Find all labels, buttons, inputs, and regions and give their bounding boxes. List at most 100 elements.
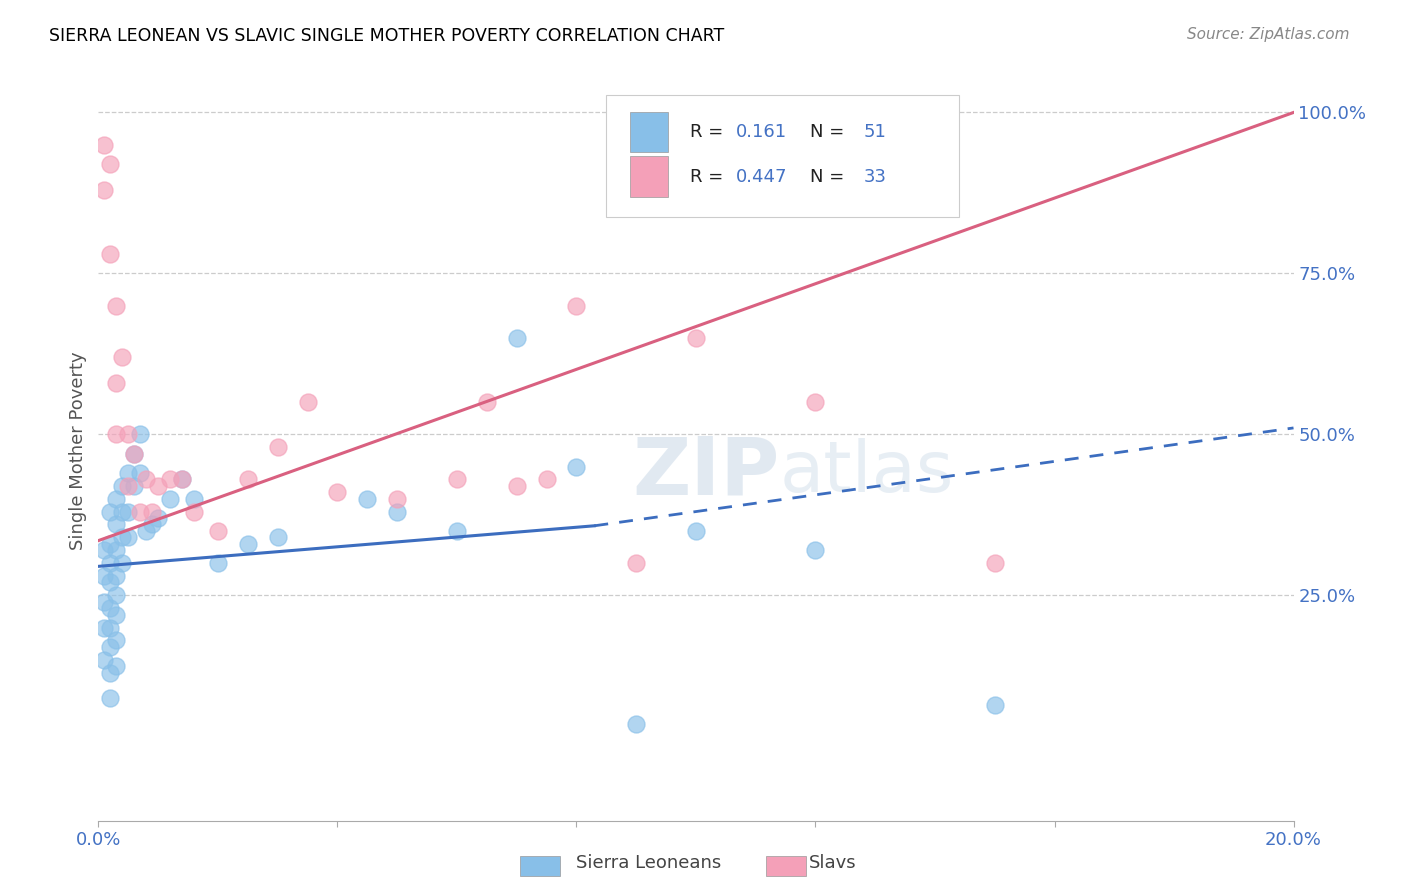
Point — [267, 440, 290, 454]
Point — [804, 543, 827, 558]
Point — [141, 517, 163, 532]
Point — [98, 505, 122, 519]
Point — [105, 659, 128, 673]
Point — [159, 491, 181, 506]
Point — [172, 472, 194, 486]
Text: R =: R = — [690, 168, 728, 186]
Point — [172, 472, 194, 486]
Point — [626, 556, 648, 570]
Text: 33: 33 — [863, 168, 886, 186]
FancyBboxPatch shape — [606, 95, 959, 218]
Point — [98, 620, 122, 634]
Point — [105, 569, 128, 583]
Point — [98, 640, 122, 654]
Point — [236, 537, 259, 551]
Point — [124, 447, 146, 461]
Point — [105, 543, 128, 558]
Point — [506, 331, 529, 345]
Text: N =: N = — [810, 123, 849, 141]
Point — [93, 569, 115, 583]
Point — [105, 607, 128, 622]
Point — [148, 479, 170, 493]
Point — [183, 505, 205, 519]
Point — [565, 299, 588, 313]
Point — [93, 137, 115, 152]
Point — [984, 556, 1007, 570]
Point — [984, 698, 1007, 712]
Point — [105, 491, 128, 506]
Point — [105, 633, 128, 648]
Point — [236, 472, 259, 486]
Text: Slavs: Slavs — [808, 855, 856, 872]
Point — [135, 524, 157, 538]
Point — [117, 466, 139, 480]
Point — [446, 524, 468, 538]
Point — [93, 183, 115, 197]
Point — [141, 505, 163, 519]
Point — [105, 427, 128, 442]
Text: N =: N = — [810, 168, 849, 186]
Point — [565, 459, 588, 474]
Point — [111, 505, 134, 519]
Text: Source: ZipAtlas.com: Source: ZipAtlas.com — [1187, 27, 1350, 42]
Point — [385, 505, 409, 519]
Point — [804, 395, 827, 409]
Point — [105, 517, 128, 532]
Point — [93, 595, 115, 609]
FancyBboxPatch shape — [630, 112, 668, 153]
Point — [105, 588, 128, 602]
Point — [129, 427, 152, 442]
Text: Sierra Leoneans: Sierra Leoneans — [576, 855, 721, 872]
Point — [626, 717, 648, 731]
Point — [326, 485, 349, 500]
Point — [159, 472, 181, 486]
Point — [475, 395, 498, 409]
Point — [93, 543, 115, 558]
Point — [124, 479, 146, 493]
Point — [207, 556, 229, 570]
Point — [207, 524, 229, 538]
Point — [111, 530, 134, 544]
Point — [93, 620, 115, 634]
Text: SIERRA LEONEAN VS SLAVIC SINGLE MOTHER POVERTY CORRELATION CHART: SIERRA LEONEAN VS SLAVIC SINGLE MOTHER P… — [49, 27, 724, 45]
Point — [297, 395, 319, 409]
Text: R =: R = — [690, 123, 728, 141]
Point — [117, 530, 139, 544]
Point — [98, 247, 122, 261]
Point — [129, 505, 152, 519]
Point — [446, 472, 468, 486]
FancyBboxPatch shape — [630, 156, 668, 197]
Text: 0.161: 0.161 — [735, 123, 786, 141]
Point — [98, 556, 122, 570]
Point — [124, 447, 146, 461]
Point — [385, 491, 409, 506]
Y-axis label: Single Mother Poverty: Single Mother Poverty — [69, 351, 87, 549]
Point — [148, 511, 170, 525]
Point — [685, 524, 707, 538]
Point — [98, 157, 122, 171]
Point — [98, 601, 122, 615]
Point — [111, 556, 134, 570]
Text: 0.447: 0.447 — [735, 168, 787, 186]
Point — [267, 530, 290, 544]
Text: ZIP: ZIP — [633, 434, 779, 512]
Point — [111, 479, 134, 493]
Point — [98, 691, 122, 706]
Point — [93, 653, 115, 667]
Point — [536, 472, 558, 486]
Text: 51: 51 — [863, 123, 886, 141]
Point — [117, 479, 139, 493]
Point — [135, 472, 157, 486]
Point — [111, 350, 134, 364]
Point — [506, 479, 529, 493]
Point — [356, 491, 378, 506]
Point — [105, 299, 128, 313]
Point — [117, 505, 139, 519]
Point — [685, 331, 707, 345]
Point — [98, 575, 122, 590]
Text: atlas: atlas — [779, 438, 955, 508]
Point — [129, 466, 152, 480]
Point — [183, 491, 205, 506]
Point — [105, 376, 128, 390]
Point — [98, 537, 122, 551]
